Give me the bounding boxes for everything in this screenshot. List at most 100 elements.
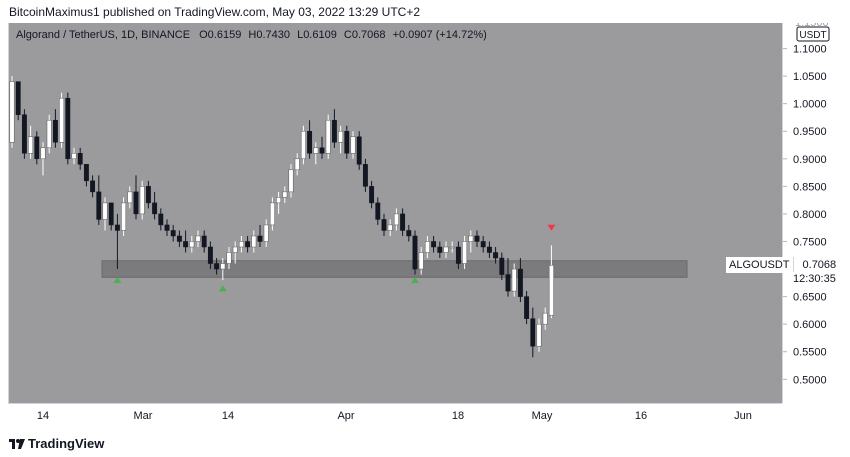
candle: [59, 92, 65, 148]
candle-body: [536, 323, 542, 347]
symbol-name: Algorand / TetherUS, 1D, BINANCE: [16, 29, 191, 41]
candle-body: [152, 202, 158, 215]
candle: [46, 114, 52, 154]
candle-body: [400, 213, 406, 231]
price-tick-label: 0.6500: [793, 292, 827, 304]
publisher-header: BitcoinMaximus1 published on TradingView…: [0, 0, 850, 24]
candle-body: [282, 191, 288, 198]
candle: [356, 131, 362, 170]
candle: [369, 180, 375, 209]
candle-body: [269, 202, 275, 226]
candle: [83, 164, 89, 187]
candle: [108, 202, 114, 231]
candle-body: [28, 136, 34, 154]
candle: [350, 131, 356, 159]
candle-body: [245, 241, 251, 248]
candle-body: [114, 224, 120, 231]
candle-body: [375, 202, 381, 220]
candle-body: [542, 312, 548, 325]
candle: [189, 235, 195, 253]
candle: [77, 147, 83, 170]
candle-body: [307, 130, 313, 154]
candle-body: [21, 114, 27, 154]
time-tick-label: 14: [222, 410, 234, 422]
footer: TradingView: [0, 430, 850, 457]
candle-body: [406, 230, 412, 237]
candle-body: [65, 97, 71, 160]
candle-body: [480, 241, 486, 248]
candle: [542, 307, 548, 330]
candle: [437, 241, 443, 259]
candle: [201, 230, 207, 253]
candle-body: [46, 119, 52, 149]
candle: [362, 158, 368, 192]
open-label: O: [199, 29, 208, 41]
candle-body: [437, 246, 443, 253]
price-axis[interactable]: USDT 1.1500 1.1000 1.0500 1.0000 0.9500 0.9000…: [782, 23, 850, 403]
candle-body: [226, 252, 232, 264]
candle: [282, 186, 288, 203]
time-tick-label: 18: [452, 410, 464, 422]
candle-body: [486, 246, 492, 253]
candle-body: [170, 230, 176, 237]
candle: [536, 318, 542, 352]
open-value: 0.6159: [207, 29, 242, 41]
candle-countdown: 12:30:35: [790, 272, 839, 287]
time-axis[interactable]: 14 Mar 14 Apr 18 May 16 Jun: [8, 403, 782, 425]
candle: [114, 213, 120, 270]
candle: [170, 224, 176, 242]
candle: [517, 258, 523, 303]
candle-body: [257, 235, 263, 242]
time-axis-svg: 14 Mar 14 Apr 18 May 16 Jun: [37, 410, 752, 422]
candle: [245, 235, 251, 253]
candle-body: [362, 164, 368, 187]
candle-body: [511, 268, 517, 292]
candle: [319, 136, 325, 159]
tradingview-logo[interactable]: TradingView: [9, 436, 104, 451]
candle: [238, 235, 244, 253]
candle-body: [530, 318, 536, 347]
candle-body: [474, 235, 480, 242]
candle: [34, 131, 40, 165]
candle: [424, 235, 430, 259]
support-zone: [101, 260, 688, 278]
high-label: H: [248, 29, 257, 41]
candle: [71, 147, 77, 165]
candle-body: [449, 246, 455, 249]
candle-body: [263, 224, 269, 242]
candle-body: [387, 224, 393, 231]
candle-body: [108, 202, 114, 226]
candle: [480, 235, 486, 253]
candle-body: [331, 119, 337, 143]
last-price-label: ALGOUSDT 0.7068: [726, 257, 841, 274]
symbol-legend: Algorand / TetherUS, 1D, BINANCE O0.6159…: [16, 29, 491, 41]
candle-body: [356, 136, 362, 165]
price-tick-label: 1.0500: [793, 71, 827, 83]
time-tick-label: Mar: [134, 410, 153, 422]
candlestick-chart[interactable]: [9, 23, 782, 403]
candle: [220, 258, 226, 281]
candle: [90, 175, 96, 198]
candle: [133, 175, 139, 220]
price-tick-label: 1.1000: [793, 44, 827, 56]
price-tick-label: 0.6000: [793, 319, 827, 331]
candle: [375, 197, 381, 225]
candle: [207, 241, 213, 270]
candle: [300, 125, 306, 165]
price-tick-label: 0.8000: [793, 209, 827, 221]
candle-body: [9, 81, 15, 143]
candle: [431, 235, 437, 253]
candle: [474, 230, 480, 247]
candle: [313, 142, 319, 165]
price-tick-label: 0.8500: [793, 181, 827, 193]
chart-pane[interactable]: [8, 23, 782, 403]
candle: [288, 164, 294, 198]
candle-body: [52, 119, 58, 143]
candle: [468, 230, 474, 253]
candle-body: [201, 235, 207, 248]
time-tick-label: Jun: [734, 410, 752, 422]
candle-body: [455, 246, 461, 264]
time-tick-label: May: [532, 410, 553, 422]
candle-body: [443, 246, 449, 253]
candle: [9, 76, 15, 148]
